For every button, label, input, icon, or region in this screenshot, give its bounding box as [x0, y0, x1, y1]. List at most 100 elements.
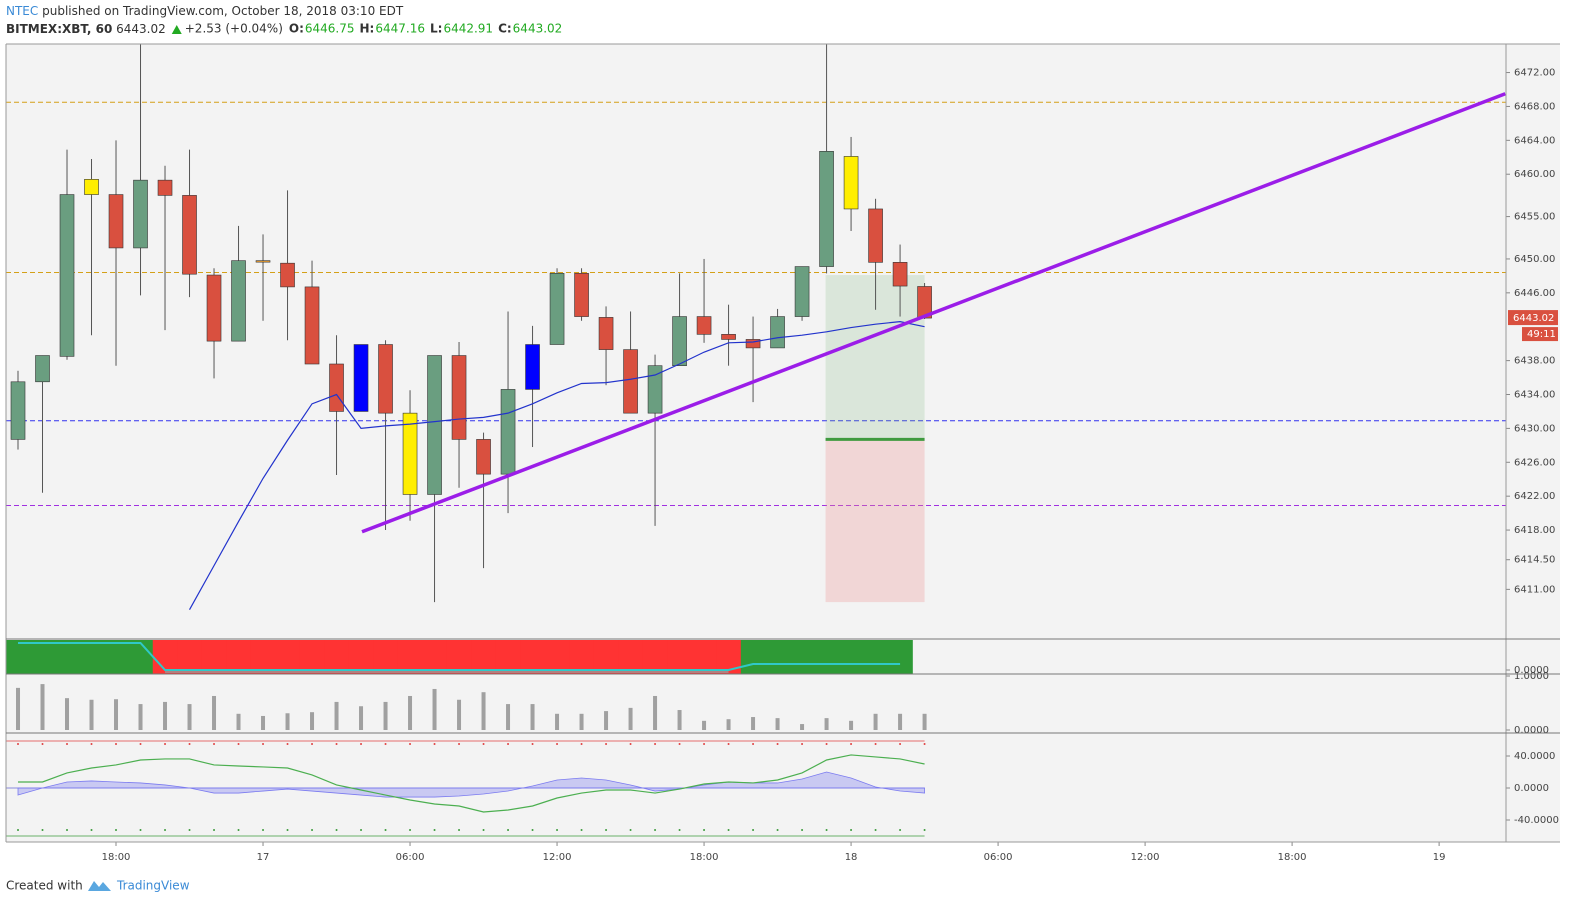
volume-bar: [285, 713, 290, 731]
y-tick-label: 6418.00: [1514, 525, 1555, 536]
candle-body: [451, 355, 467, 440]
level-dot: [874, 829, 877, 831]
indicator-band: [887, 640, 913, 674]
indicator-band: [5, 640, 31, 674]
level-dot: [923, 743, 926, 745]
level-dot: [164, 743, 167, 745]
indicator-band: [593, 640, 619, 674]
y-tick-label: 6446.00: [1514, 288, 1555, 299]
candle-body: [868, 208, 883, 263]
moving-average: [188, 321, 925, 610]
indicator-band: [789, 640, 815, 674]
y-tick-label: -40.0000: [1514, 815, 1559, 826]
level-dot: [580, 829, 583, 831]
candle-body: [892, 262, 908, 287]
indicator-band: [618, 640, 644, 674]
volume-bar: [334, 701, 339, 731]
candle-body: [108, 194, 124, 249]
y-tick-label: 6472.00: [1514, 68, 1555, 79]
candle-body: [133, 179, 148, 249]
volume-bar: [604, 711, 609, 731]
candle-body: [525, 344, 540, 390]
level-dot: [850, 829, 853, 831]
indicator-band: [30, 640, 56, 674]
level-dot: [311, 829, 314, 831]
indicator-band: [348, 640, 374, 674]
candle-body: [353, 344, 369, 412]
level-dot: [66, 743, 69, 745]
y-tick-label: 0.0000: [1514, 783, 1549, 794]
volume-bar: [726, 719, 731, 731]
level-dot: [213, 829, 216, 831]
level-dot: [433, 829, 436, 831]
level-dot: [286, 829, 289, 831]
level-dot: [801, 829, 804, 831]
volume-bar: [114, 699, 119, 731]
volume-bar: [89, 699, 94, 731]
level-dot: [629, 743, 632, 745]
indicator-band: [838, 640, 864, 674]
volume-bar: [800, 724, 805, 731]
level-dot: [384, 743, 387, 745]
indicator-band: [691, 640, 717, 674]
candle-body: [500, 389, 516, 475]
indicator-band: [446, 640, 472, 674]
volume-bar: [555, 713, 560, 731]
level-dot: [801, 743, 804, 745]
y-tick-label: 40.0000: [1514, 751, 1555, 762]
level-dot: [164, 829, 167, 831]
x-tick-label: 18: [845, 852, 858, 863]
volume-bar: [849, 720, 854, 731]
indicator-band: [373, 640, 399, 674]
level-dot: [237, 743, 240, 745]
x-tick-label: 06:00: [396, 852, 425, 863]
volume-bar: [775, 718, 780, 731]
volume-bar: [310, 712, 315, 731]
oscillator-line: [18, 754, 925, 813]
level-dot: [335, 829, 338, 831]
countdown-box: [1522, 327, 1558, 342]
level-dot: [458, 829, 461, 831]
indicator-band: [544, 640, 570, 674]
volume-bar: [261, 715, 266, 731]
level-dot: [409, 743, 412, 745]
level-dot: [850, 743, 853, 745]
level-dot: [115, 743, 118, 745]
level-dot: [776, 829, 779, 831]
candle-body: [402, 412, 418, 495]
y-tick-label: 6426.00: [1514, 457, 1555, 468]
indicator-band: [79, 640, 105, 674]
header-line-2: BITMEX:XBT, 60 6443.02: [6, 22, 166, 36]
candle-body: [819, 151, 834, 267]
volume-bar: [187, 704, 192, 731]
level-dot: [703, 743, 706, 745]
candle-body: [623, 349, 638, 414]
y-tick-label: 6450.00: [1514, 254, 1555, 265]
y-tick-label: 6434.00: [1514, 390, 1555, 401]
last-price: 6443.02: [116, 22, 166, 36]
indicator-band: [422, 640, 448, 674]
volume-bar: [138, 704, 143, 731]
footer-prefix: Created with: [6, 879, 83, 893]
y-tick-label: 0.0000: [1514, 665, 1549, 676]
volume-bar: [677, 710, 682, 731]
footer-brand: TradingView: [116, 879, 190, 893]
level-dot: [482, 829, 485, 831]
volume-bar: [408, 695, 413, 731]
level-dot: [90, 829, 93, 831]
volume-bar: [16, 687, 21, 731]
ohlc-key: L:: [430, 22, 442, 36]
author: NTEC: [6, 4, 38, 18]
volume-bar: [898, 713, 903, 731]
candle-body: [770, 316, 785, 349]
level-dot: [629, 829, 632, 831]
published: published on TradingView.com, October 18…: [42, 4, 404, 18]
level-dot: [556, 829, 559, 831]
x-tick-label: 18:00: [690, 852, 719, 863]
x-tick-label: 17: [257, 852, 270, 863]
level-dot: [237, 829, 240, 831]
level-dot: [360, 743, 363, 745]
level-dot: [188, 829, 191, 831]
level-dot: [605, 829, 608, 831]
